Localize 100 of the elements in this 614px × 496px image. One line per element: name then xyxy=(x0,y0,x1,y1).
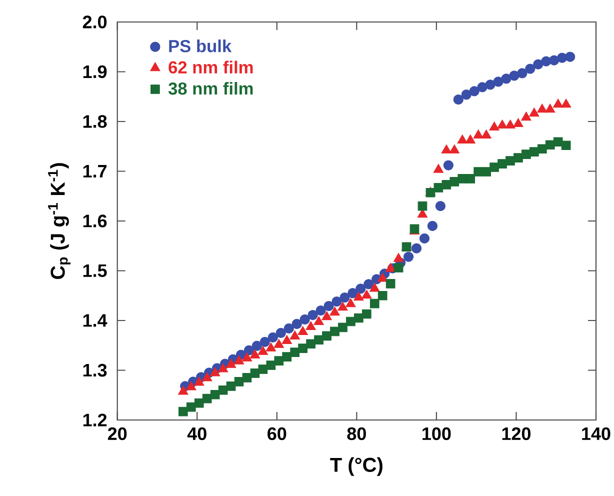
point xyxy=(218,363,228,372)
point xyxy=(298,326,308,335)
point xyxy=(419,233,430,244)
point xyxy=(338,302,348,311)
point xyxy=(553,137,563,147)
point xyxy=(522,150,531,159)
point xyxy=(552,98,564,108)
point xyxy=(330,326,340,336)
y-tick-label: 2.0 xyxy=(82,16,107,28)
y-tick-label: 1.5 xyxy=(83,264,107,278)
point xyxy=(393,252,404,262)
point xyxy=(340,292,350,303)
point xyxy=(530,147,539,157)
point xyxy=(354,313,364,323)
point xyxy=(308,310,318,320)
point xyxy=(324,300,334,312)
point xyxy=(549,55,560,66)
point xyxy=(266,342,276,352)
x-tick-label: 140 xyxy=(582,427,610,440)
point xyxy=(490,162,499,172)
point xyxy=(501,74,512,84)
point xyxy=(427,220,438,232)
point xyxy=(514,153,523,162)
point xyxy=(250,349,260,358)
point xyxy=(260,336,270,347)
point xyxy=(178,386,188,395)
point xyxy=(481,130,492,138)
point xyxy=(210,367,220,376)
point xyxy=(194,398,204,408)
point xyxy=(362,309,372,319)
point xyxy=(322,331,332,341)
point xyxy=(561,140,571,150)
point xyxy=(338,322,348,332)
point xyxy=(202,394,212,404)
point xyxy=(482,167,491,176)
point xyxy=(300,314,310,325)
y-axis-title: C$_{p}$ (J g$^{-1}$ K$^{-1}$) xyxy=(48,163,70,280)
point xyxy=(202,372,212,382)
legend-label: 62 nm film xyxy=(168,60,253,74)
point xyxy=(505,120,516,129)
point xyxy=(346,298,356,308)
point xyxy=(489,122,500,131)
point xyxy=(266,360,276,370)
x-axis-title: T (°C) xyxy=(330,457,382,476)
point xyxy=(306,321,316,330)
point xyxy=(276,328,286,338)
point xyxy=(194,376,204,386)
point xyxy=(370,298,380,308)
point xyxy=(443,160,454,170)
x-tick-label: 120 xyxy=(502,427,531,440)
point xyxy=(314,316,324,326)
legend-label: 38 nm film xyxy=(168,82,253,95)
point xyxy=(330,306,340,316)
point xyxy=(274,338,284,348)
point xyxy=(298,344,308,354)
point xyxy=(513,118,524,128)
point xyxy=(356,284,366,294)
point xyxy=(284,323,294,334)
point xyxy=(418,201,428,211)
point xyxy=(210,390,220,400)
x-tick-label: 40 xyxy=(187,427,206,440)
point xyxy=(469,86,480,96)
point xyxy=(537,104,548,113)
point xyxy=(226,358,236,368)
point xyxy=(477,82,488,92)
y-tick-label: 1.6 xyxy=(83,214,107,228)
point xyxy=(226,381,236,391)
point xyxy=(322,311,332,320)
point xyxy=(258,346,268,355)
point xyxy=(485,80,496,90)
point xyxy=(377,272,388,282)
legend-label: PS bulk xyxy=(169,40,232,52)
point xyxy=(449,144,460,154)
y-tick-label: 1.8 xyxy=(83,115,107,128)
point xyxy=(370,282,380,292)
x-tick-label: 20 xyxy=(108,427,127,440)
x-tick-label: 60 xyxy=(268,427,286,440)
point xyxy=(282,335,292,344)
point xyxy=(290,330,300,340)
y-tick-label: 1.9 xyxy=(83,65,107,78)
point xyxy=(274,356,284,366)
point xyxy=(378,290,388,300)
point xyxy=(268,332,278,342)
y-tick-label: 1.3 xyxy=(83,364,107,377)
point xyxy=(242,373,252,382)
point xyxy=(316,305,326,316)
point xyxy=(354,292,364,301)
point xyxy=(178,406,188,416)
x-tick-label: 80 xyxy=(347,427,366,440)
point xyxy=(506,156,515,166)
point xyxy=(466,174,476,184)
point xyxy=(435,200,446,212)
point xyxy=(386,279,396,288)
point xyxy=(364,279,374,290)
point xyxy=(545,104,556,113)
point xyxy=(234,355,244,364)
y-tick-label: 1.4 xyxy=(83,314,108,327)
point xyxy=(411,243,422,254)
point xyxy=(348,288,358,298)
point xyxy=(433,164,444,173)
